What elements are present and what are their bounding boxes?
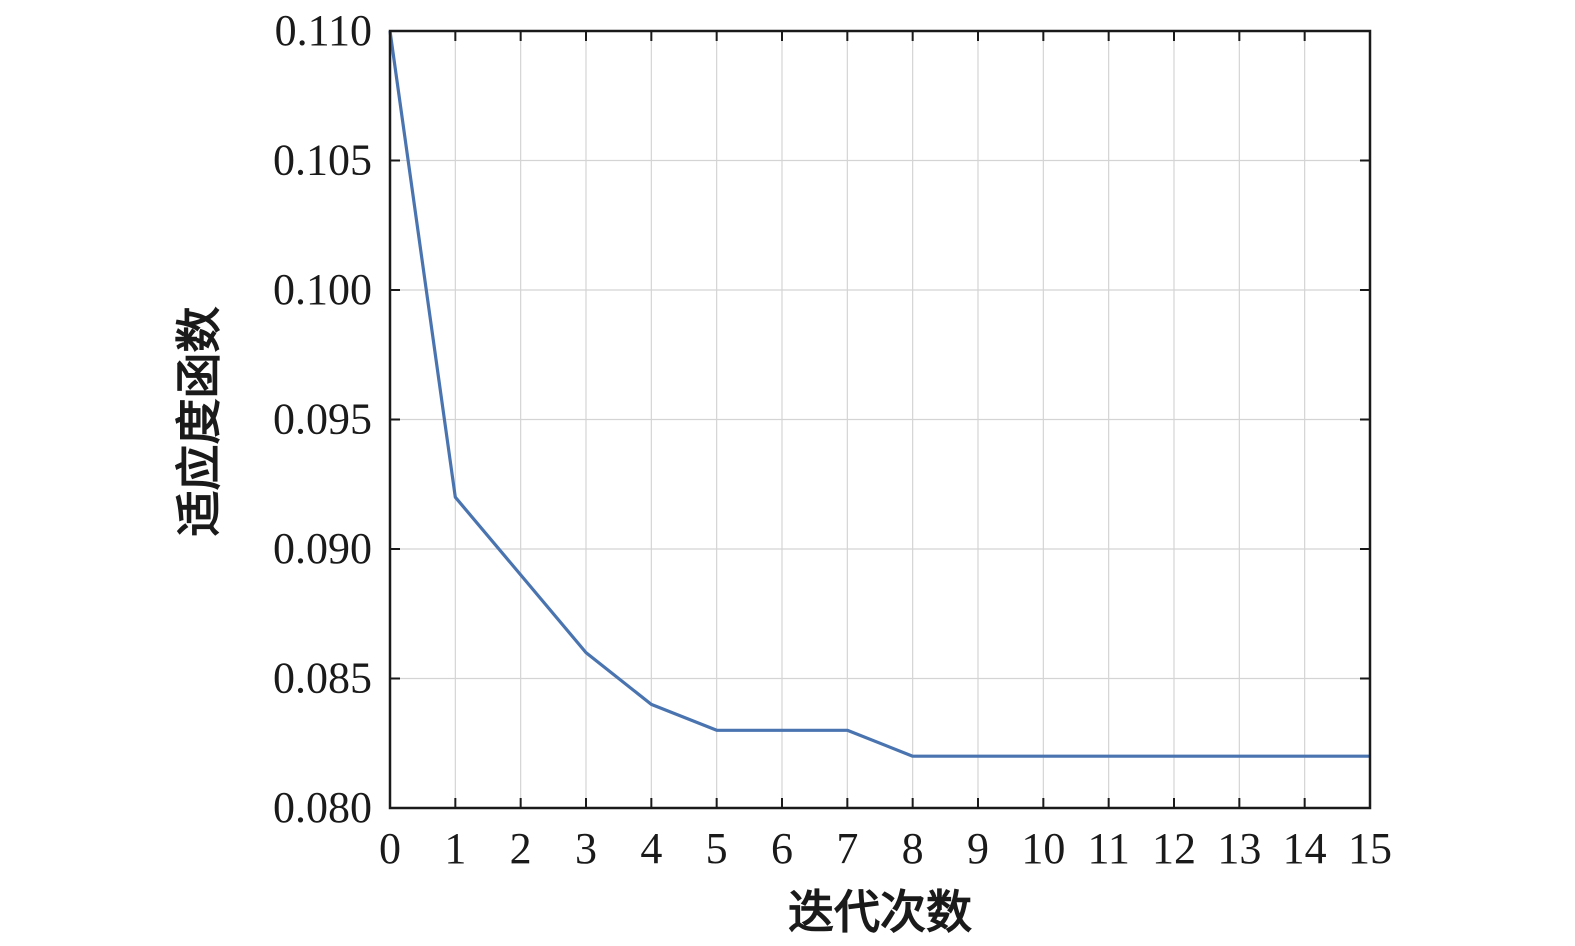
y-tick-label: 0.110: [275, 6, 372, 55]
x-tick-label: 3: [575, 824, 597, 873]
x-tick-label: 13: [1217, 824, 1261, 873]
x-tick-label: 7: [836, 824, 858, 873]
series-line: [388, 30, 1370, 758]
y-tick-label: 0.095: [273, 395, 372, 444]
x-tick-label: 11: [1087, 824, 1129, 873]
y-tick-label: 0.080: [273, 783, 372, 832]
x-axis-label: 迭代次数: [788, 885, 972, 939]
x-tick-label: 10: [1021, 824, 1065, 873]
x-tick-label: 15: [1348, 824, 1392, 873]
x-tick-label: 5: [706, 824, 728, 873]
x-tick-label: 0: [379, 824, 401, 873]
x-tick-label: 6: [771, 824, 793, 873]
x-tick-label: 12: [1152, 824, 1196, 873]
y-tick-labels: 0.080 0.085 0.090 0.095 0.100 0.105 0.110: [273, 6, 372, 832]
x-tick-label: 9: [967, 824, 989, 873]
series-group: [388, 30, 1370, 758]
x-tick-label: 1: [444, 824, 466, 873]
x-tick-labels: 0 1 2 3 4 5 6 7 8 9 10 11 12 13 14 15: [379, 824, 1392, 873]
y-tick-label: 0.090: [273, 524, 372, 573]
plot-frame: [388, 29, 1372, 810]
y-tick-label: 0.105: [273, 136, 372, 185]
x-tick-label: 2: [510, 824, 532, 873]
y-axis-label: 适应度函数: [172, 307, 226, 537]
y-tick-label: 0.085: [273, 654, 372, 703]
x-tick-label: 14: [1283, 824, 1327, 873]
x-tick-label: 8: [902, 824, 924, 873]
x-tick-label: 4: [640, 824, 662, 873]
grid-lines: [390, 31, 1370, 808]
y-tick-label: 0.100: [273, 265, 372, 314]
